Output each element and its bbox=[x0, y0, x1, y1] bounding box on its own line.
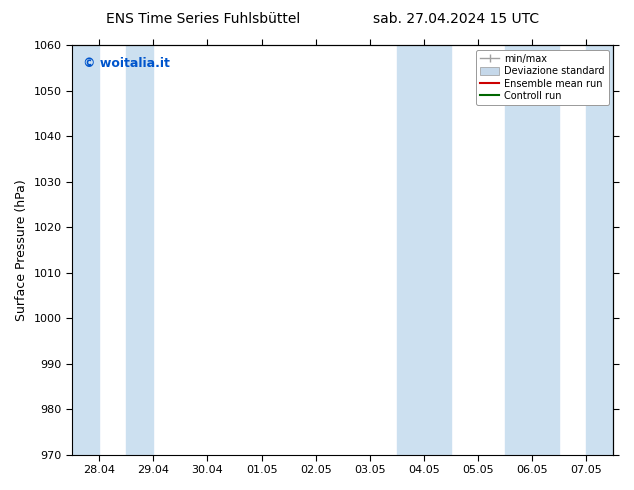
Legend: min/max, Deviazione standard, Ensemble mean run, Controll run: min/max, Deviazione standard, Ensemble m… bbox=[476, 50, 609, 105]
Text: ENS Time Series Fuhlsbüttel: ENS Time Series Fuhlsbüttel bbox=[106, 12, 300, 26]
Bar bbox=[126, 45, 153, 455]
Bar bbox=[586, 45, 614, 455]
Text: sab. 27.04.2024 15 UTC: sab. 27.04.2024 15 UTC bbox=[373, 12, 540, 26]
Bar bbox=[397, 45, 451, 455]
Bar bbox=[505, 45, 559, 455]
Y-axis label: Surface Pressure (hPa): Surface Pressure (hPa) bbox=[15, 179, 28, 320]
Bar bbox=[72, 45, 99, 455]
Text: © woitalia.it: © woitalia.it bbox=[83, 57, 170, 71]
